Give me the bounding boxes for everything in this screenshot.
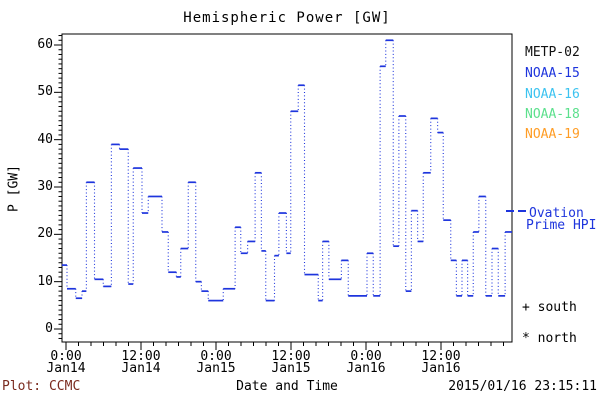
y-tick-label: 50 [37, 84, 53, 100]
plot-frame [61, 33, 513, 343]
legend-item-noaa16: NOAA-16 [525, 87, 580, 102]
plot-timestamp: 2015/01/16 23:15:11 [448, 379, 597, 394]
ovation-prime-label-line2: Prime HPI [526, 218, 597, 233]
chart-title: Hemispheric Power [GW] [183, 10, 391, 26]
x-tick-label: 12:00 Jan16 [421, 349, 461, 376]
ovation-line-sample-dash [506, 210, 514, 212]
legend-item-noaa18: NOAA-18 [525, 107, 580, 122]
x-tick-label: 12:00 Jan15 [271, 349, 311, 376]
ovation-prime-label-line1: Ovation [529, 206, 584, 221]
x-tick-label: 12:00 Jan14 [121, 349, 161, 376]
legend-item-metp02: METP-02 [525, 45, 580, 60]
x-tick-label: 0:00 Jan16 [346, 349, 386, 376]
legend-item-noaa19: NOAA-19 [525, 127, 580, 142]
y-tick-label: 10 [37, 273, 53, 289]
ovation-line-sample-dash [518, 210, 526, 212]
x-axis-caption: Date and Time [236, 379, 338, 394]
y-tick-label: 20 [37, 226, 53, 242]
legend-item-noaa15: NOAA-15 [525, 66, 580, 81]
x-tick-label: 0:00 Jan15 [196, 349, 236, 376]
plot-credit: Plot: CCMC [2, 379, 81, 394]
y-tick-label: 30 [37, 179, 53, 194]
y-axis-title: P [GW] [6, 165, 22, 212]
north-marker-legend: * north [522, 331, 577, 346]
y-tick-label: 40 [37, 131, 53, 147]
y-tick-label: 60 [37, 37, 53, 52]
y-tick-label: 0 [45, 321, 53, 336]
x-tick-label: 0:00 Jan14 [46, 349, 86, 376]
south-marker-legend: + south [522, 300, 577, 315]
